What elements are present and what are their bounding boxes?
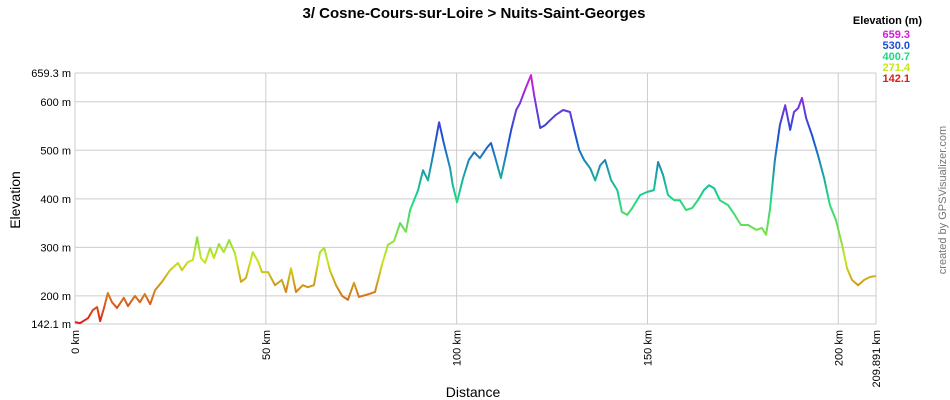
chart-title: 3/ Cosne-Cours-sur-Loire > Nuits-Saint-G… [303, 5, 646, 22]
y-tick-label: 600 m [40, 97, 71, 109]
x-tick-label: 200 km [833, 330, 845, 366]
x-tick-label: 0 km [70, 330, 82, 354]
x-tick-label: 100 km [452, 330, 464, 366]
y-tick-label: 200 m [40, 291, 71, 303]
x-tick-label: 50 km [261, 330, 273, 360]
x-tick-label: 209.891 km [871, 330, 883, 387]
y-tick-label: 659.3 m [31, 68, 71, 80]
y-tick-label: 500 m [40, 145, 71, 157]
legend-entry: 142.1 [882, 73, 910, 85]
x-axis-label: Distance [446, 384, 501, 400]
elevation-line [74, 74, 877, 325]
legend-title: Elevation (m) [853, 15, 922, 27]
credit: created by GPSVisualizer.com [937, 126, 949, 274]
y-tick-label: 142.1 m [31, 319, 71, 331]
legend-entry: 530.0 [882, 40, 910, 52]
y-tick-label: 300 m [40, 242, 71, 254]
legend-entry: 271.4 [882, 62, 910, 74]
y-axis-label: Elevation [7, 171, 23, 229]
y-tick-label: 400 m [40, 194, 71, 206]
legend-entry: 400.7 [882, 51, 910, 63]
legend-entry: 659.3 [882, 29, 910, 41]
x-tick-label: 150 km [642, 330, 654, 366]
